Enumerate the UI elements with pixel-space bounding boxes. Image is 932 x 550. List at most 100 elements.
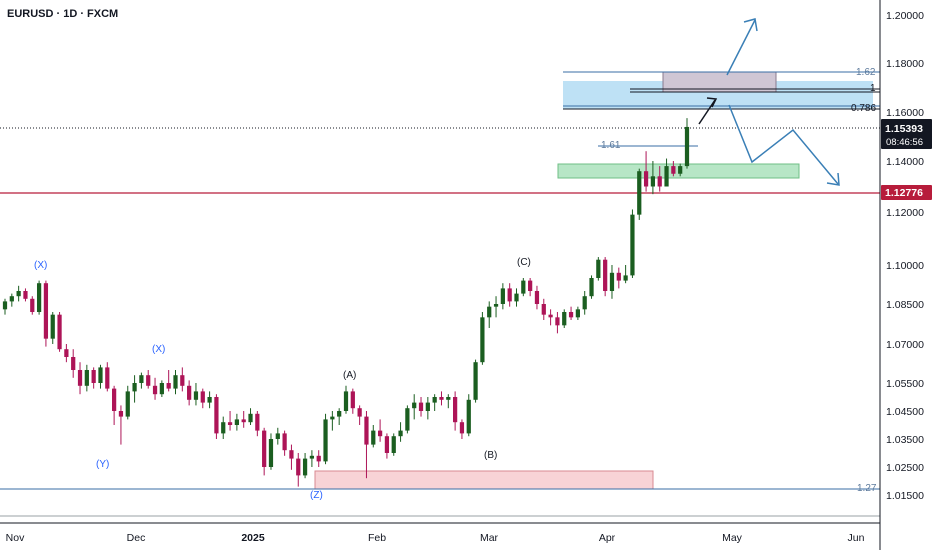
- price-axis[interactable]: 1.20000 1.18000 1.16000 1.14000 1.12000 1.100…: [886, 10, 924, 502]
- projection-short-arrowhead: [706, 97, 718, 108]
- price-tick-label: 1.12000: [886, 207, 924, 219]
- candle-body-down: [71, 357, 76, 370]
- candle-body-down: [453, 397, 458, 423]
- candle-body-up: [302, 458, 308, 476]
- price-tick-label: 1.01500: [886, 490, 924, 502]
- candle-body-up: [473, 362, 478, 400]
- symbol-title: EURUSD · 1D · FXCM: [7, 8, 118, 20]
- candle-body-up: [275, 433, 280, 439]
- candle-body-down: [200, 391, 205, 403]
- candle-body-up: [159, 383, 164, 395]
- price-tick-label: 1.08500: [886, 299, 924, 311]
- projection-up-arrowhead: [743, 18, 758, 32]
- candle-body-up: [330, 416, 335, 420]
- candle-body-down: [357, 408, 362, 417]
- candle-body-down: [180, 375, 185, 386]
- level-price-badge: [881, 185, 932, 200]
- wave-label-y: (Y): [96, 459, 109, 470]
- candle-body-down: [296, 458, 301, 476]
- candle-body-up: [521, 280, 526, 294]
- wave-label-b: (B): [484, 450, 497, 461]
- candle-body-up: [589, 278, 594, 297]
- candle-body-up: [234, 419, 239, 425]
- candle-body-up: [487, 306, 492, 318]
- candle-body-up: [575, 309, 580, 318]
- candle-body-up: [582, 296, 587, 310]
- candle-body-up: [221, 422, 226, 434]
- candle-body-down: [152, 385, 158, 395]
- candle-body-up: [371, 430, 376, 445]
- fib-label-161: 1.61: [601, 140, 621, 151]
- candle-body-up: [248, 413, 253, 423]
- level-price-value: 1.12776: [885, 187, 923, 199]
- candle-body-up: [412, 402, 417, 409]
- candle-body-down: [112, 388, 117, 411]
- candle-body-up: [98, 367, 103, 383]
- candle-body-up: [398, 430, 403, 437]
- candle-body-down: [23, 291, 28, 299]
- fib-label-1: 1: [870, 83, 876, 94]
- candle-body-up: [609, 272, 615, 291]
- candle-body-down: [316, 455, 321, 462]
- price-tick-label: 1.07000: [886, 339, 924, 351]
- candle-body-down: [43, 283, 49, 339]
- wave-label-a: (A): [343, 370, 356, 381]
- time-tick-label: 2025: [241, 532, 265, 544]
- time-tick-label: Feb: [368, 532, 386, 544]
- candle-body-up: [562, 312, 567, 326]
- candle-body-down: [671, 166, 676, 174]
- candle-body-down: [616, 272, 621, 281]
- candle-body-down: [105, 367, 110, 389]
- candle-body-down: [91, 370, 96, 383]
- candle-body-down: [30, 298, 35, 312]
- candle-body-up: [446, 397, 451, 400]
- candle-body-up: [596, 259, 601, 278]
- time-tick-label: May: [722, 532, 743, 544]
- candle-body-up: [493, 304, 499, 307]
- candle-body-down: [377, 430, 383, 437]
- fib-label-0786: 0.786: [851, 103, 876, 114]
- support-zone-pink: [314, 470, 654, 490]
- candle-body-down: [262, 430, 267, 467]
- candle-body-up: [425, 402, 430, 411]
- candle-body-down: [64, 349, 69, 357]
- candle-body-up: [684, 126, 690, 167]
- candle-body-up: [391, 436, 396, 453]
- candle-body-up: [343, 391, 349, 411]
- candle-body-down: [241, 419, 246, 423]
- candles-group: [2, 118, 690, 487]
- candle-body-down: [118, 411, 124, 417]
- candle-body-up: [637, 171, 642, 215]
- price-tick-label: 1.18000: [886, 58, 924, 70]
- price-tick-label: 1.02500: [886, 462, 924, 474]
- candle-body-up: [16, 291, 21, 297]
- time-tick-label: Nov: [6, 532, 25, 544]
- wave-label-x1: (X): [34, 260, 47, 271]
- time-axis[interactable]: Nov Dec 2025 Feb Mar Apr May Jun: [6, 532, 865, 544]
- candle-body-up: [2, 301, 8, 310]
- candle-body-down: [227, 422, 233, 425]
- candle-body-up: [405, 408, 410, 431]
- time-tick-label: Dec: [127, 532, 146, 544]
- candle-body-up: [650, 176, 656, 187]
- price-tick-label: 1.04500: [886, 406, 924, 418]
- candle-body-down: [643, 171, 649, 187]
- fib-label-127: 1.27: [857, 483, 877, 494]
- candle-body-up: [623, 275, 628, 281]
- candle-body-up: [268, 439, 274, 467]
- candle-body-down: [166, 383, 171, 389]
- price-tick-label: 1.16000: [886, 107, 924, 119]
- price-tick-label: 1.14000: [886, 156, 924, 168]
- candle-body-up: [432, 397, 437, 403]
- candle-body-down: [528, 280, 533, 291]
- candle-body-down: [507, 288, 512, 302]
- candle-body-down: [541, 304, 546, 315]
- candle-body-down: [146, 375, 151, 386]
- candle-body-up: [125, 391, 130, 417]
- candle-body-down: [603, 259, 608, 291]
- candle-body-up: [323, 419, 328, 462]
- last-price-badge: [881, 119, 932, 149]
- candle-body-down: [255, 413, 260, 431]
